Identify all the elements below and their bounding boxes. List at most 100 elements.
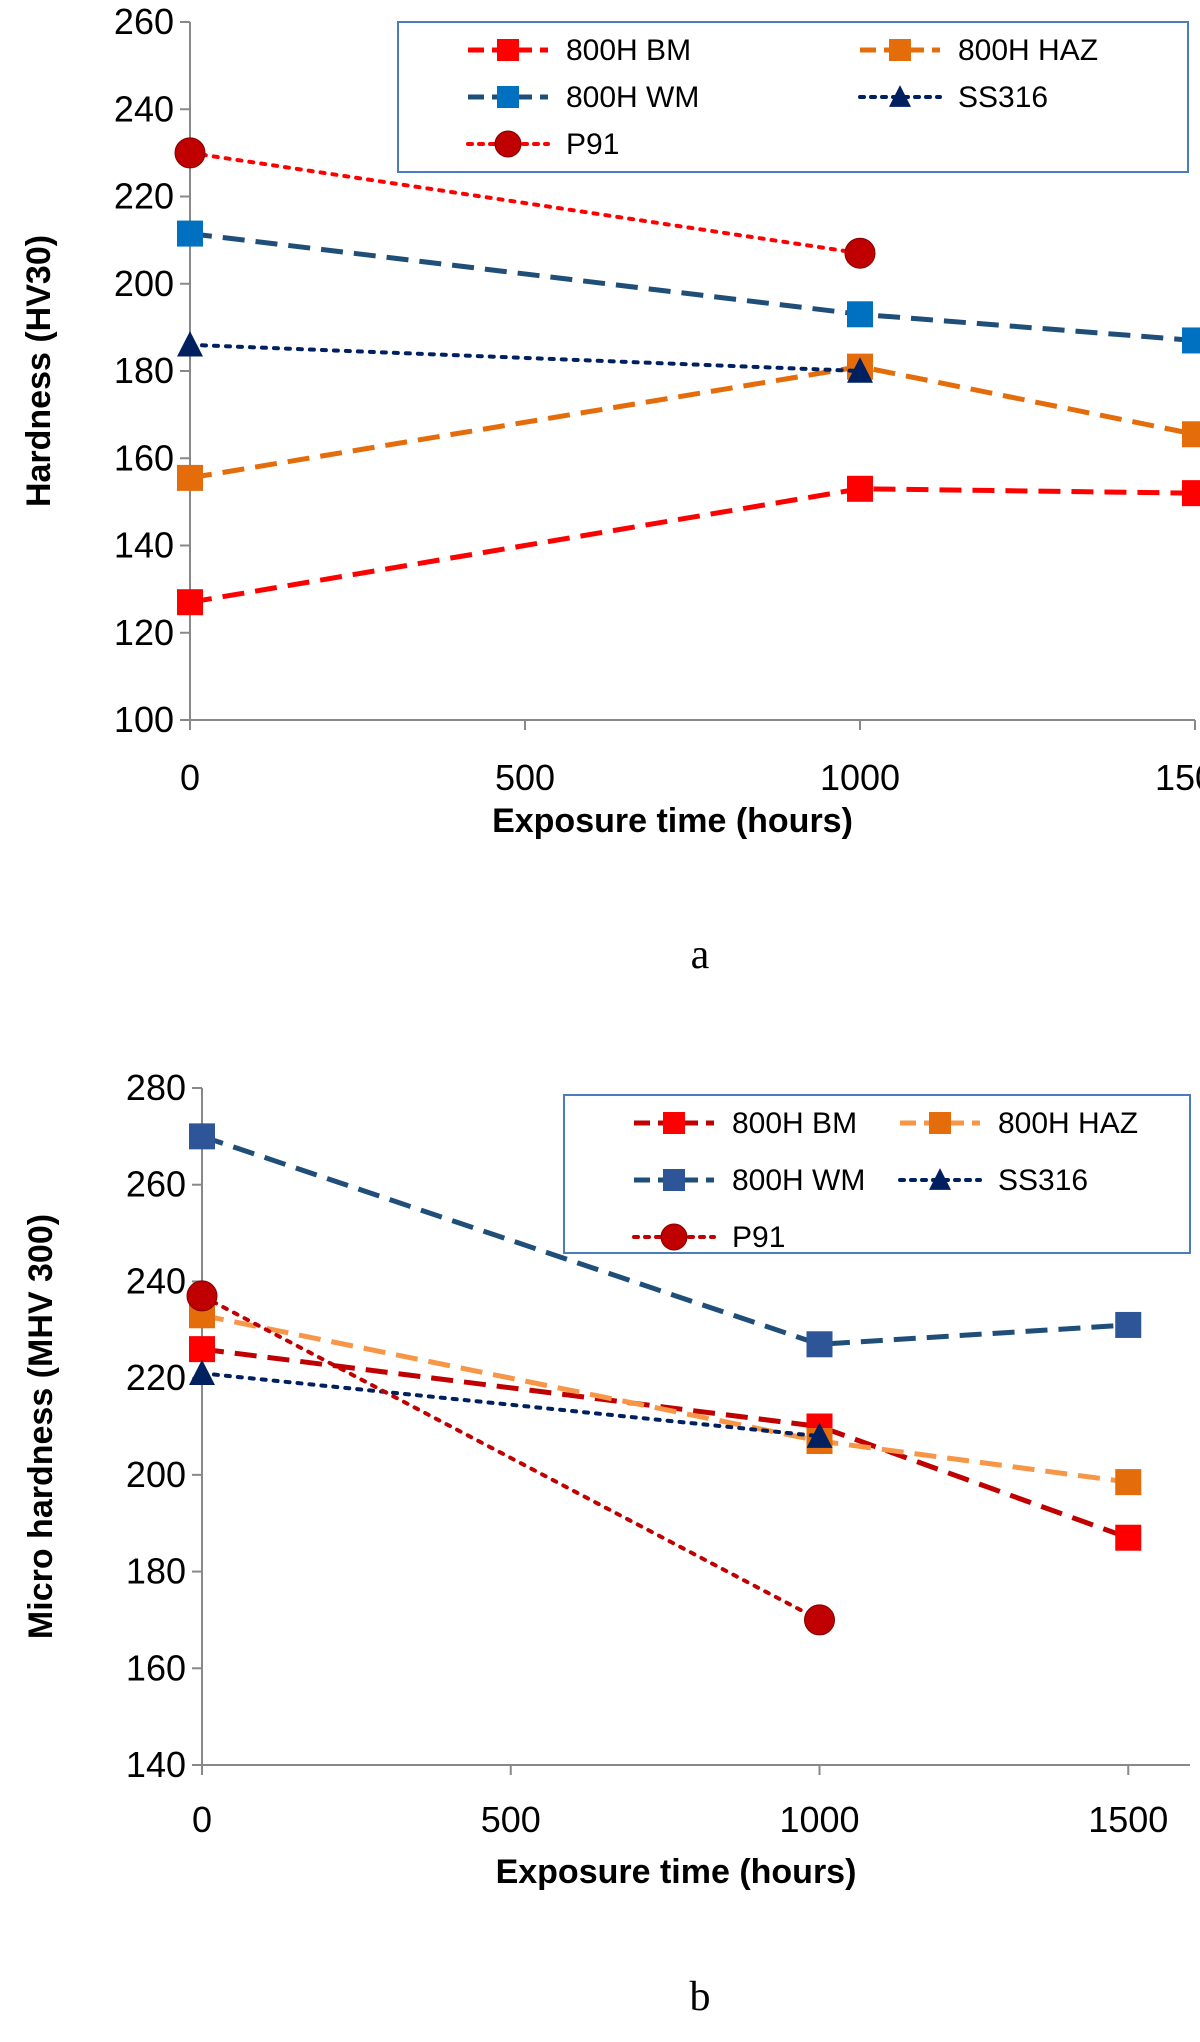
legend-label: 800H HAZ <box>998 1107 1138 1140</box>
data-point <box>1115 1311 1142 1338</box>
series-line <box>189 231 1196 343</box>
legend: 800H BM 800H HAZ 800H WM SS316 P91 <box>563 1094 1191 1254</box>
series-800h-bm <box>177 475 1200 616</box>
y-tick-label: 220 <box>114 176 174 217</box>
x-tick-label: 500 <box>481 1799 541 1840</box>
x-tick-label: 1000 <box>820 757 900 798</box>
legend-entry: 800H BM <box>468 34 691 67</box>
data-point <box>806 1331 833 1358</box>
y-tick-label: 280 <box>126 1067 186 1108</box>
series-line <box>189 364 1196 481</box>
panel-label: b <box>690 1974 711 2020</box>
y-tick-label: 100 <box>114 699 174 740</box>
legend-entry: SS316 <box>898 1164 1088 1197</box>
data-point <box>1115 1524 1142 1551</box>
legend-label: SS316 <box>998 1164 1088 1197</box>
data-point <box>804 1604 835 1636</box>
data-point <box>847 301 873 328</box>
data-point <box>847 357 873 383</box>
legend-marker <box>889 39 911 61</box>
chart-b: 140 160 180 200 220 240 260 280 0 500 1000 1500 Expo… <box>22 1067 1191 2020</box>
series-800h-wm <box>177 220 1200 354</box>
y-tick-label: 240 <box>114 88 174 129</box>
data-point <box>189 1123 215 1150</box>
x-tick-label: 0 <box>180 757 200 798</box>
legend-entry: 800H BM <box>634 1107 857 1140</box>
series-800h-bm <box>189 1336 1142 1551</box>
data-point <box>847 475 873 502</box>
y-tick-label: 200 <box>126 1454 186 1495</box>
y-axis-title: Micro hardness (MHV 300) <box>22 1214 60 1639</box>
x-tick-label: 1500 <box>1088 1799 1168 1840</box>
legend-label: 800H WM <box>566 81 699 114</box>
legend-label: SS316 <box>958 81 1048 114</box>
y-tick-label: 120 <box>114 612 174 653</box>
legend-marker <box>660 1223 688 1251</box>
x-tick-label: 500 <box>495 757 555 798</box>
data-point <box>177 589 203 616</box>
series-p91 <box>174 137 876 269</box>
data-point <box>186 1280 218 1312</box>
series-line <box>201 1312 1129 1485</box>
series-line <box>188 342 862 373</box>
y-tick-label: 260 <box>126 1164 186 1205</box>
data-point <box>189 1359 215 1386</box>
series-line <box>201 1133 1129 1347</box>
series-ss316 <box>189 1359 833 1448</box>
data-point <box>177 464 203 491</box>
x-axis-title: Exposure time (hours) <box>492 802 853 840</box>
legend-marker <box>929 1168 951 1190</box>
x-tick-label: 0 <box>192 1799 212 1840</box>
series-p91 <box>186 1280 835 1636</box>
legend-marker <box>663 1169 685 1191</box>
legend-marker <box>929 1112 951 1134</box>
y-tick-label: 140 <box>114 525 174 566</box>
legend: 800H BM 800H HAZ 800H WM SS316 P91 <box>397 21 1189 173</box>
y-axis-title: Hardness (HV30) <box>20 235 58 507</box>
y-tick-label: 240 <box>126 1260 186 1301</box>
y-tick-label: 180 <box>114 350 174 391</box>
legend-entry: 800H HAZ <box>860 34 1098 67</box>
y-tick-label: 220 <box>126 1357 186 1398</box>
legend-label: 800H HAZ <box>958 34 1098 67</box>
legend-entry: P91 <box>632 1221 785 1254</box>
legend-label: 800H BM <box>732 1107 857 1140</box>
legend-label: P91 <box>732 1221 785 1254</box>
series-line <box>188 150 862 256</box>
data-point <box>177 220 203 247</box>
data-point <box>189 1336 215 1363</box>
legend-label: 800H BM <box>566 34 691 67</box>
series-line <box>200 1371 822 1439</box>
data-point <box>844 237 876 269</box>
data-point <box>1182 421 1200 448</box>
y-tick-label: 140 <box>126 1744 186 1785</box>
y-tick-label: 160 <box>126 1647 186 1688</box>
legend-marker <box>497 39 519 61</box>
data-point <box>806 1422 833 1448</box>
series-line <box>189 486 1196 605</box>
y-tick-label: 180 <box>126 1551 186 1592</box>
legend-entry: 800H HAZ <box>900 1107 1138 1140</box>
data-point <box>1182 480 1200 507</box>
legend-entry: P91 <box>466 128 619 161</box>
legend-label: P91 <box>566 128 619 161</box>
data-point <box>177 331 203 357</box>
series-line <box>201 1346 1130 1541</box>
legend-entry: SS316 <box>858 81 1048 114</box>
x-axis-title: Exposure time (hours) <box>496 1853 857 1891</box>
panel-label: a <box>691 932 710 978</box>
series-800h-wm <box>189 1123 1142 1358</box>
y-tick-label: 200 <box>114 263 174 304</box>
legend-marker <box>889 85 911 107</box>
data-point <box>174 137 206 169</box>
legend-entry: 800H WM <box>468 81 699 114</box>
data-point <box>1182 327 1200 354</box>
y-tick-label: 260 <box>114 1 174 42</box>
y-tick-label: 160 <box>114 437 174 478</box>
series-800h-haz <box>177 353 1200 491</box>
series-ss316 <box>177 331 873 383</box>
legend-marker <box>663 1112 685 1134</box>
legend-entry: 800H WM <box>634 1164 865 1197</box>
